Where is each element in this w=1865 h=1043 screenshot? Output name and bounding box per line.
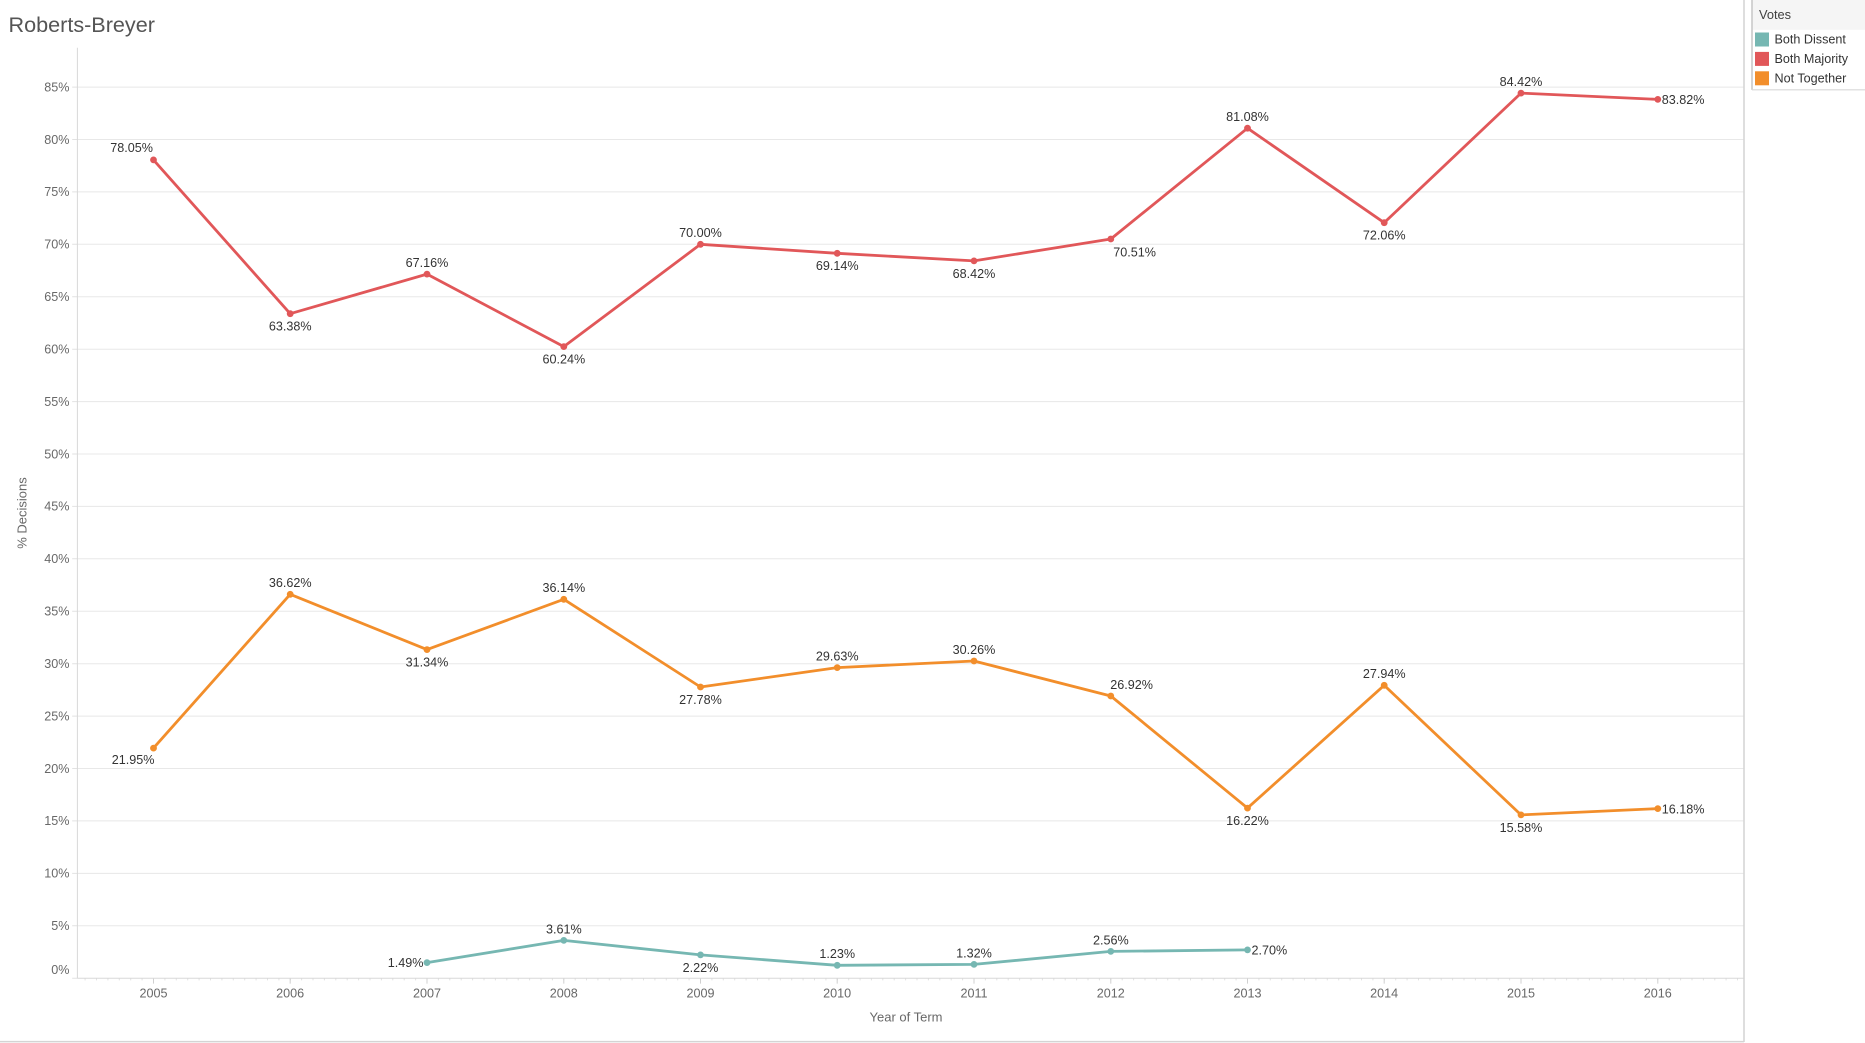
- svg-text:1.32%: 1.32%: [956, 946, 992, 960]
- svg-text:20%: 20%: [44, 762, 69, 776]
- svg-text:70%: 70%: [44, 238, 69, 252]
- svg-text:2005: 2005: [139, 987, 167, 1001]
- svg-text:68.42%: 68.42%: [953, 267, 996, 281]
- svg-text:15.58%: 15.58%: [1500, 821, 1543, 835]
- svg-text:75%: 75%: [44, 185, 69, 199]
- svg-text:63.38%: 63.38%: [269, 320, 312, 334]
- svg-text:2006: 2006: [276, 987, 304, 1001]
- svg-text:30%: 30%: [44, 657, 69, 671]
- svg-text:60%: 60%: [44, 343, 69, 357]
- svg-text:81.08%: 81.08%: [1226, 110, 1269, 124]
- svg-text:65%: 65%: [44, 290, 69, 304]
- svg-text:5%: 5%: [51, 919, 69, 933]
- svg-text:25%: 25%: [44, 709, 69, 723]
- svg-text:16.18%: 16.18%: [1662, 802, 1705, 816]
- svg-text:2010: 2010: [823, 987, 851, 1001]
- svg-text:% Decisions: % Decisions: [15, 477, 30, 549]
- svg-text:15%: 15%: [44, 814, 69, 828]
- svg-text:1.49%: 1.49%: [388, 956, 424, 970]
- svg-text:36.62%: 36.62%: [269, 576, 312, 590]
- svg-text:70.51%: 70.51%: [1113, 245, 1156, 259]
- svg-text:2014: 2014: [1370, 987, 1398, 1001]
- svg-text:45%: 45%: [44, 500, 69, 514]
- svg-text:83.82%: 83.82%: [1662, 93, 1705, 107]
- svg-text:16.22%: 16.22%: [1226, 814, 1269, 828]
- svg-text:27.78%: 27.78%: [679, 693, 722, 707]
- svg-text:36.14%: 36.14%: [542, 581, 585, 595]
- svg-text:2012: 2012: [1097, 987, 1125, 1001]
- svg-text:85%: 85%: [44, 80, 69, 94]
- svg-text:Both Majority: Both Majority: [1775, 52, 1849, 66]
- svg-text:78.05%: 78.05%: [110, 141, 153, 155]
- svg-text:2.22%: 2.22%: [683, 961, 719, 975]
- svg-text:80%: 80%: [44, 133, 69, 147]
- svg-text:70.00%: 70.00%: [679, 226, 722, 240]
- svg-text:72.06%: 72.06%: [1363, 229, 1406, 243]
- svg-text:2.70%: 2.70%: [1252, 944, 1288, 958]
- svg-text:67.16%: 67.16%: [406, 256, 449, 270]
- svg-text:2016: 2016: [1644, 987, 1672, 1001]
- svg-text:27.94%: 27.94%: [1363, 667, 1406, 681]
- svg-text:10%: 10%: [44, 867, 69, 881]
- svg-text:1.23%: 1.23%: [819, 947, 855, 961]
- svg-text:60.24%: 60.24%: [542, 353, 585, 367]
- svg-text:Roberts-Breyer: Roberts-Breyer: [9, 12, 155, 37]
- svg-text:26.92%: 26.92%: [1110, 678, 1153, 692]
- svg-text:2013: 2013: [1233, 987, 1261, 1001]
- svg-text:30.26%: 30.26%: [953, 643, 996, 657]
- svg-text:69.14%: 69.14%: [816, 259, 859, 273]
- svg-text:0%: 0%: [51, 963, 69, 977]
- svg-text:3.61%: 3.61%: [546, 922, 582, 936]
- svg-text:84.42%: 84.42%: [1500, 75, 1543, 89]
- svg-text:2009: 2009: [686, 987, 714, 1001]
- svg-text:2.56%: 2.56%: [1093, 933, 1129, 947]
- svg-text:2008: 2008: [550, 987, 578, 1001]
- svg-text:55%: 55%: [44, 395, 69, 409]
- svg-text:Not Together: Not Together: [1775, 72, 1847, 86]
- svg-text:2015: 2015: [1507, 987, 1535, 1001]
- svg-text:2007: 2007: [413, 987, 441, 1001]
- svg-text:31.34%: 31.34%: [406, 656, 449, 670]
- svg-text:35%: 35%: [44, 605, 69, 619]
- svg-text:2011: 2011: [960, 987, 987, 1001]
- svg-text:Both Dissent: Both Dissent: [1775, 33, 1847, 47]
- svg-text:50%: 50%: [44, 447, 69, 461]
- svg-text:40%: 40%: [44, 552, 69, 566]
- svg-text:Year of Term: Year of Term: [870, 1010, 943, 1025]
- svg-text:Votes: Votes: [1759, 7, 1791, 22]
- svg-text:29.63%: 29.63%: [816, 650, 859, 664]
- svg-text:21.95%: 21.95%: [112, 753, 155, 767]
